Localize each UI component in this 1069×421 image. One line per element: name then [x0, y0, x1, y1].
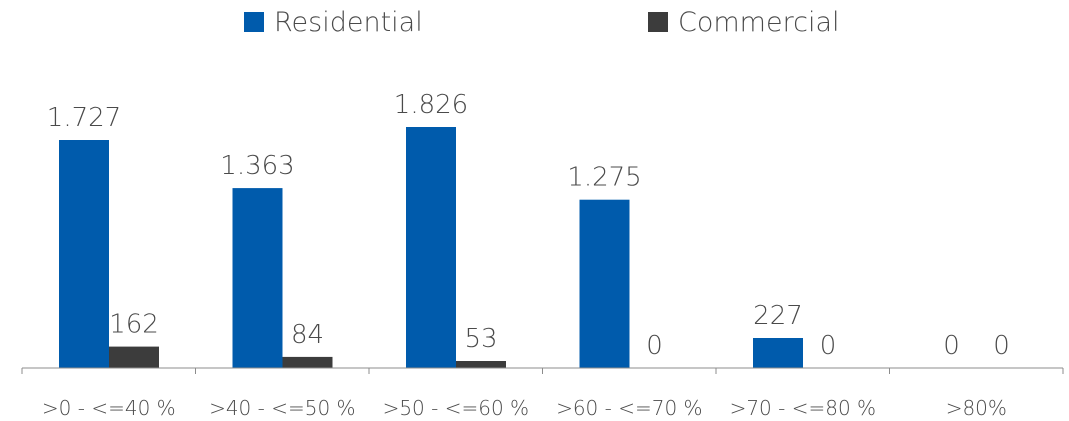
- legend-swatch-commercial: [648, 12, 668, 32]
- legend-label-commercial: Commercial: [678, 7, 840, 38]
- bar-residential-1: [59, 140, 109, 368]
- bar-residential-4: [579, 199, 630, 368]
- data-label-residential-1: 1.727: [47, 103, 121, 133]
- x-tick-label-4: >60 - <=70 %: [556, 396, 702, 420]
- data-label-commercial-6: 0: [993, 331, 1010, 361]
- data-label-commercial-4: 0: [646, 331, 663, 361]
- data-label-commercial-1: 162: [109, 310, 159, 340]
- data-label-commercial-3: 53: [464, 324, 497, 354]
- legend: Residential Commercial: [244, 7, 840, 38]
- x-axis: >0 - <=40 % >40 - <=50 % >50 - <=60 % >60 -…: [21, 367, 1064, 420]
- x-tick-label-5: >70 - <=80 %: [730, 396, 876, 420]
- data-label-commercial-5: 0: [820, 331, 837, 361]
- x-tick-label-6: >80%: [946, 396, 1007, 420]
- data-label-residential-3: 1.826: [394, 90, 468, 120]
- legend-label-residential: Residential: [274, 7, 423, 38]
- legend-swatch-residential: [244, 12, 264, 32]
- bars: [59, 127, 803, 368]
- data-labels: 1.727 1.363 1.826 1.275 227 0 162 84 53 0 0 0: [47, 90, 1010, 361]
- x-tick-label-2: >40 - <=50 %: [209, 396, 355, 420]
- bar-commercial-1: [109, 346, 159, 368]
- data-label-residential-4: 1.275: [567, 163, 641, 193]
- data-label-residential-5: 227: [753, 301, 803, 331]
- bar-residential-3: [406, 127, 456, 368]
- x-tick-label-3: >50 - <=60 %: [383, 396, 529, 420]
- bar-commercial-3: [456, 361, 506, 368]
- bar-residential-5: [753, 338, 803, 368]
- x-tick-label-1: >0 - <=40 %: [42, 396, 176, 420]
- data-label-residential-2: 1.363: [220, 151, 294, 181]
- data-label-residential-6: 0: [943, 331, 960, 361]
- data-label-commercial-2: 84: [291, 320, 324, 350]
- bar-commercial-2: [282, 356, 333, 368]
- bar-residential-2: [232, 188, 283, 368]
